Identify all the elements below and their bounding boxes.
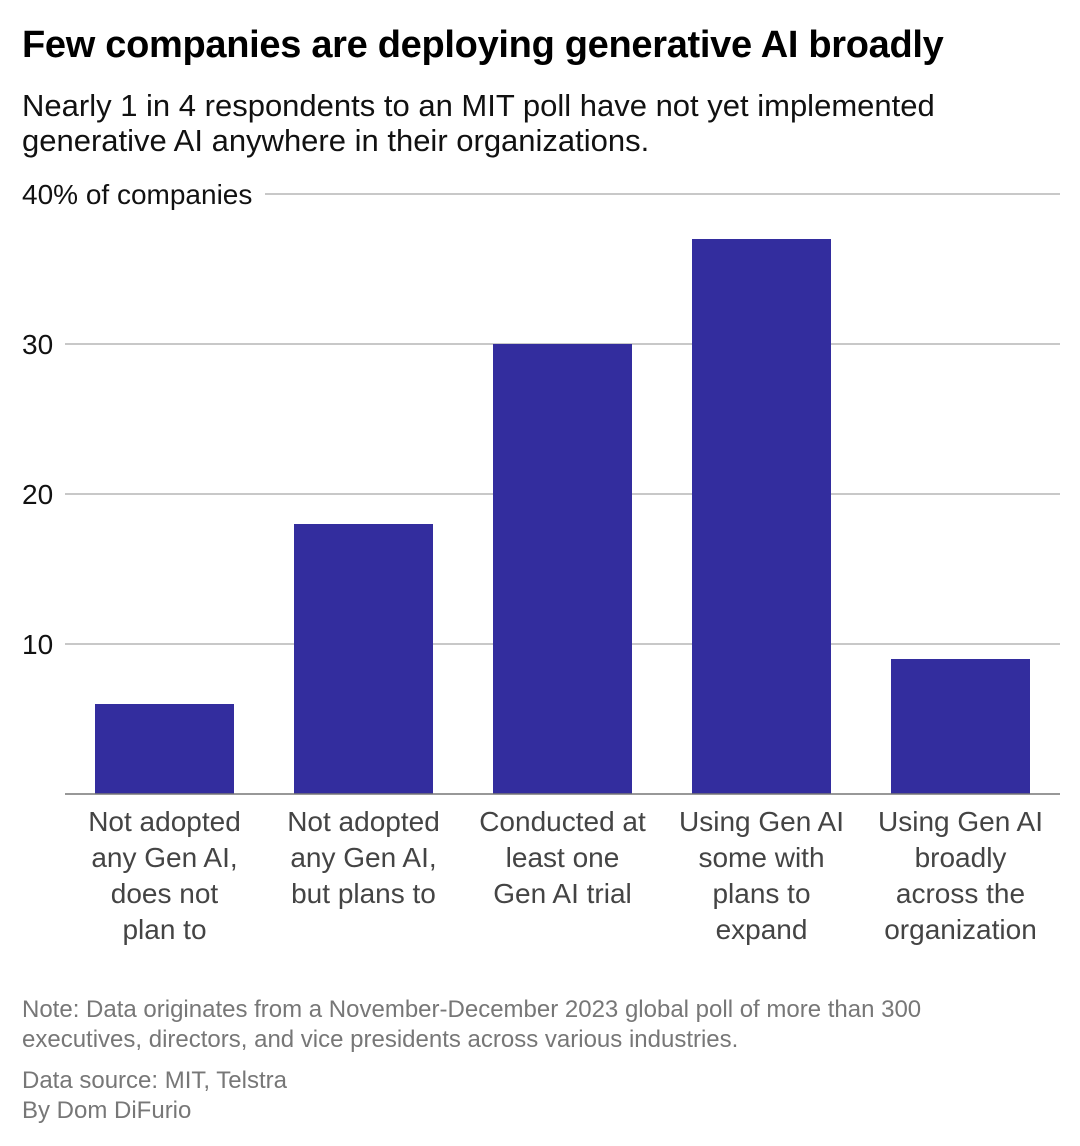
bar-4 [692, 239, 831, 794]
x-tick-label-3: Conducted at least one Gen AI trial [473, 804, 653, 912]
chart-note: Note: Data originates from a November-De… [22, 995, 1062, 1055]
x-tick-label-line: plans to [712, 878, 811, 909]
x-tick-label-line: some with [698, 842, 825, 873]
x-tick-label-line: expand [715, 914, 808, 945]
x-tick-label-line: Using Gen AI [679, 806, 844, 837]
data-source: Data source: MIT, Telstra [22, 1067, 287, 1094]
bar-3 [493, 344, 632, 794]
note-line-1: Note: Data originates from a November-De… [22, 996, 922, 1023]
chart-title: Few companies are deploying generative A… [22, 24, 944, 66]
subtitle-line-2: generative AI anywhere in their organiza… [22, 123, 650, 158]
byline: By Dom DiFurio [22, 1097, 192, 1124]
y-tick-label-20: 20 [22, 479, 53, 510]
x-tick-label-line: Not adopted [88, 806, 241, 837]
y-tick-label-30: 30 [22, 329, 53, 360]
x-tick-label-line: organization [884, 914, 1037, 945]
x-tick-label-line: Using Gen AI [878, 806, 1043, 837]
bar-5 [891, 659, 1030, 794]
x-tick-label-line: least one [505, 842, 620, 873]
x-tick-label-1: Not adopted any Gen AI, does not plan to [75, 804, 255, 948]
x-tick-label-line: across the [895, 878, 1026, 909]
x-tick-label-line: Not adopted [287, 806, 440, 837]
y-tick-label-10: 10 [22, 629, 53, 660]
x-tick-label-line: plan to [122, 914, 207, 945]
note-line-2: executives, directors, and vice presiden… [22, 1026, 739, 1053]
x-tick-label-line: Conducted at [479, 806, 646, 837]
x-tick-label-5: Using Gen AI broadly across the organizatio… [871, 804, 1051, 948]
y-tick-label-40: 40% of companies [22, 179, 252, 210]
x-tick-label-line: but plans to [291, 878, 436, 909]
x-tick-label-4: Using Gen AI some with plans to expand [672, 804, 852, 948]
x-tick-label-line: Gen AI trial [493, 878, 632, 909]
x-tick-label-line: any Gen AI, [290, 842, 437, 873]
bar-2 [294, 524, 433, 794]
chart-subtitle: Nearly 1 in 4 respondents to an MIT poll… [22, 88, 1062, 158]
bar-1 [95, 704, 234, 794]
subtitle-line-1: Nearly 1 in 4 respondents to an MIT poll… [22, 88, 935, 123]
bar-chart: 10 20 30 40% of companies [22, 179, 1060, 795]
x-tick-label-line: any Gen AI, [91, 842, 238, 873]
x-tick-label-2: Not adopted any Gen AI, but plans to [274, 804, 454, 912]
x-tick-label-line: broadly [914, 842, 1007, 873]
x-tick-label-line: does not [110, 878, 219, 909]
